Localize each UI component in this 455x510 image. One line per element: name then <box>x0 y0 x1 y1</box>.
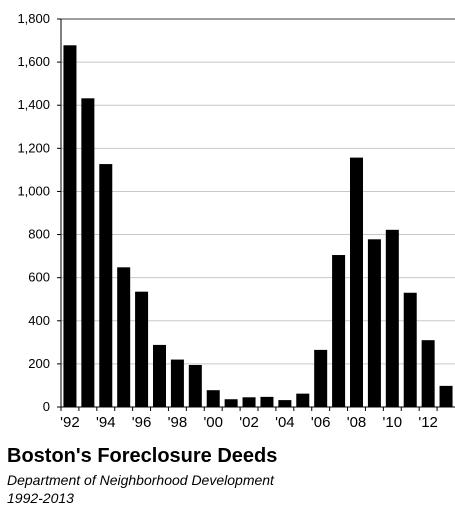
bar-99 <box>188 364 202 407</box>
bar-95 <box>117 267 131 407</box>
x-tick-label: '08 <box>347 414 367 431</box>
bar-02 <box>242 397 256 407</box>
y-tick-label: 1,000 <box>17 183 50 198</box>
x-tick-label: '98 <box>168 414 188 431</box>
bar-08 <box>350 157 363 407</box>
bar-03 <box>260 396 274 407</box>
bar-10 <box>385 229 399 407</box>
bar-12 <box>421 340 435 407</box>
bar-98 <box>170 359 184 407</box>
bar-94 <box>99 164 113 407</box>
bar-04 <box>278 400 292 407</box>
x-tick-label: '04 <box>275 414 295 431</box>
x-tick-label: '94 <box>96 414 116 431</box>
bar-07 <box>332 255 346 407</box>
y-tick-label: 1,800 <box>17 11 50 26</box>
bar-06 <box>314 349 328 407</box>
x-tick-label: '02 <box>239 414 259 431</box>
bar-96 <box>135 291 149 407</box>
bar-chart: 0 200 400 600 800 1,000 1,200 1,400 1,600 1,800 '… <box>17 11 455 431</box>
y-tick-label: 200 <box>28 356 50 371</box>
axes <box>57 18 455 411</box>
x-tick-labels: '92 '94 '96 '98 '00 '02 '04 '06 '08 '10 '12 <box>60 414 438 431</box>
y-tick-label: 1,600 <box>17 54 50 69</box>
bar-13 <box>439 385 453 407</box>
y-tick-label: 1,200 <box>17 140 50 155</box>
chart-subtitle: Department of Neighborhood Development <box>7 472 274 488</box>
bar-00 <box>206 390 220 407</box>
y-tick-labels: 0 200 400 600 800 1,000 1,200 1,400 1,600 1,800 <box>17 11 50 414</box>
bar-92 <box>63 45 77 407</box>
y-tick-label: 600 <box>28 270 50 285</box>
chart-period: 1992-2013 <box>7 490 74 506</box>
x-tick-label: '10 <box>383 414 403 431</box>
x-tick-label: '00 <box>203 414 223 431</box>
y-tick-label: 800 <box>28 227 50 242</box>
bar-11 <box>403 292 417 407</box>
x-tick-label: '96 <box>132 414 152 431</box>
bar-05 <box>296 393 310 407</box>
y-tick-label: 1,400 <box>17 97 50 112</box>
x-tick-label: '92 <box>60 414 80 431</box>
chart-title: Boston's Foreclosure Deeds <box>7 445 278 467</box>
y-tick-label: 400 <box>28 313 50 328</box>
bars <box>63 45 453 407</box>
x-tick-label: '12 <box>418 414 438 431</box>
x-tick-label: '06 <box>311 414 331 431</box>
bar-97 <box>153 344 166 407</box>
bar-09 <box>367 239 381 407</box>
bar-01 <box>224 399 238 407</box>
bar-93 <box>81 98 95 407</box>
y-tick-label: 0 <box>43 399 50 414</box>
